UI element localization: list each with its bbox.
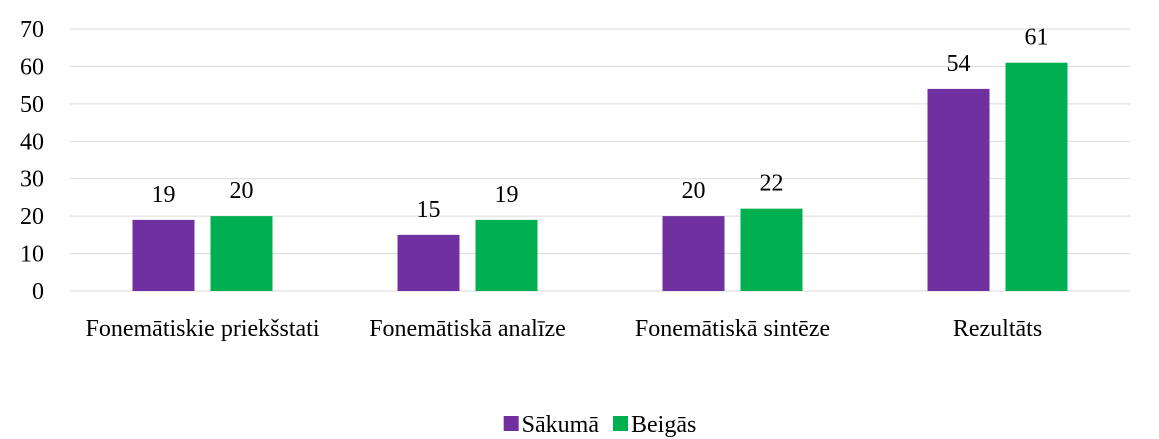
data-label: 54 [947,51,971,77]
bar [1005,62,1068,291]
data-label: 19 [495,182,519,208]
data-label: 61 [1025,25,1049,51]
y-tick-label: 70 [20,17,44,43]
bar [397,234,460,291]
x-tick-label: Fonemātiskā analīze [369,316,566,342]
bar [475,219,538,291]
x-tick-label: Rezultāts [953,316,1042,342]
data-label: 19 [152,182,176,208]
data-label: 15 [417,197,441,223]
bar [210,216,273,291]
x-tick-label: Fonemātiskie priekšstati [86,316,320,342]
y-tick-label: 30 [20,167,44,193]
y-tick-label: 40 [20,129,44,155]
y-tick-label: 20 [20,204,44,230]
y-tick-label: 10 [20,242,44,268]
bar [927,88,990,291]
data-label: 22 [760,171,784,197]
data-label: 20 [682,178,706,204]
bar [132,219,195,291]
legend-swatch [613,416,628,431]
bar [662,216,725,291]
legend-label: Sākumā [522,412,600,438]
x-tick-label: Fonemātiskā sintēze [635,316,830,342]
y-tick-label: 50 [20,92,44,118]
y-tick-label: 0 [32,279,44,305]
bar [740,208,803,291]
data-label: 20 [230,178,254,204]
legend-label: Beigās [631,412,696,438]
y-tick-label: 60 [20,54,44,80]
legend-swatch [503,416,519,431]
legend: Sākumā Beigās [503,412,696,438]
